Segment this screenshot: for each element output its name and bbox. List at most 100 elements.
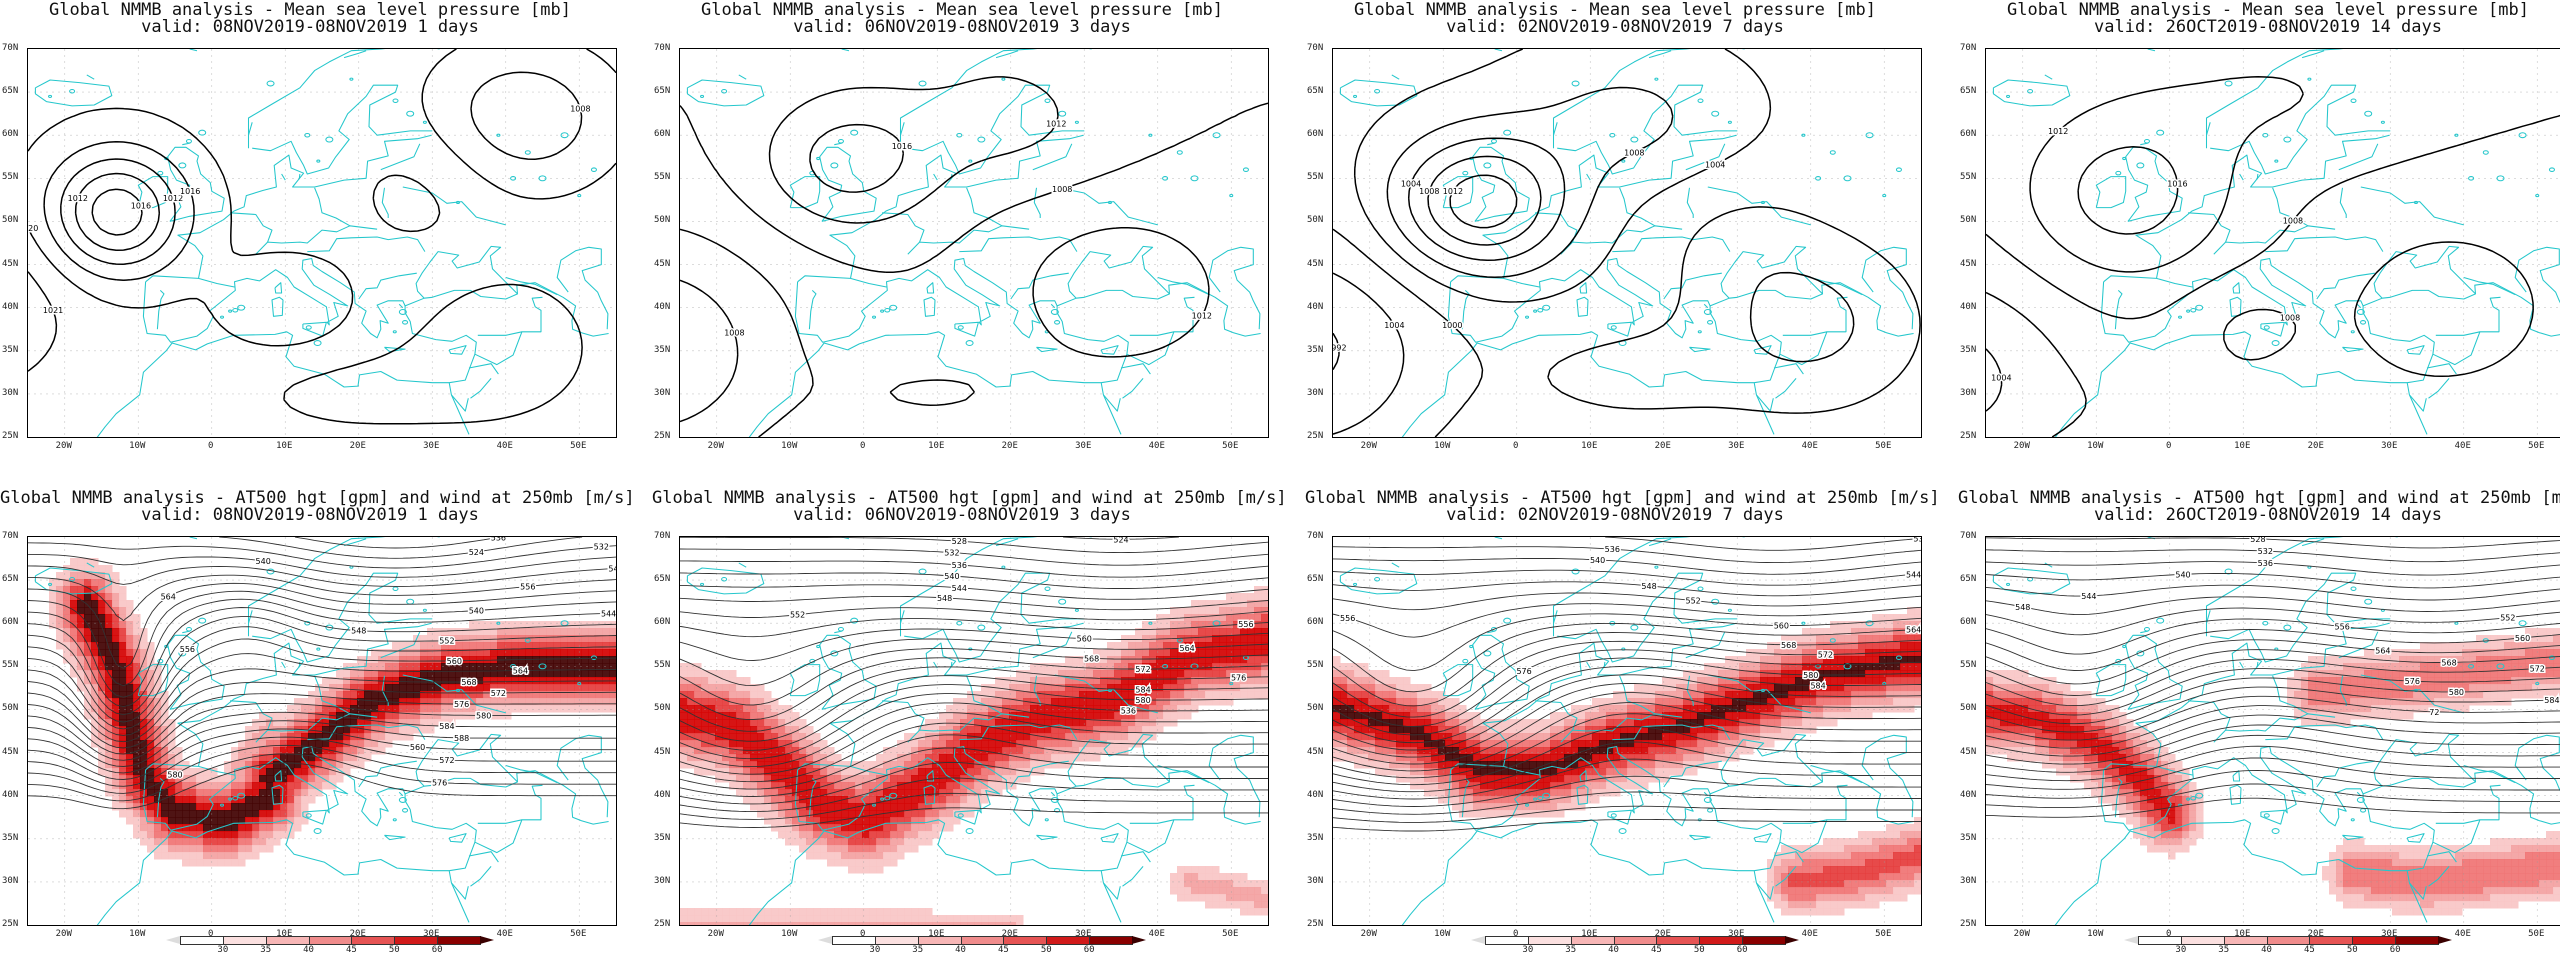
contour-line	[470, 71, 583, 160]
lake-outline	[1609, 132, 1616, 138]
contour-line	[1986, 639, 2560, 685]
contour-line	[28, 653, 616, 736]
colorbar-label: 60	[431, 945, 443, 955]
lake-outline	[510, 176, 517, 181]
coastline	[1401, 305, 1782, 437]
contour-line	[680, 807, 1268, 828]
lon-tick-label: 0	[860, 929, 866, 939]
contour-label: 548	[351, 627, 366, 636]
contour-line	[680, 684, 1268, 751]
coastline	[686, 79, 765, 107]
coastline	[1756, 394, 1774, 412]
contour-line	[1333, 665, 1921, 744]
lake-outline	[577, 682, 582, 686]
lat-tick-label: 40N	[2, 301, 19, 312]
lake-outline	[2364, 110, 2373, 117]
coastline	[748, 793, 1129, 925]
contour-line	[28, 728, 616, 780]
coastline	[189, 49, 198, 52]
contour-label: 556	[1340, 614, 1355, 623]
contour-label: 1008	[1624, 149, 1644, 158]
lake-outline	[2413, 200, 2419, 205]
colorbar-max-arrow	[1132, 936, 1146, 944]
contour-label: 564	[161, 593, 176, 602]
coastline	[1992, 79, 2071, 107]
contour-label: 540	[469, 607, 484, 616]
lake-outline	[977, 136, 986, 143]
coastline	[2256, 661, 2259, 668]
lake-outline	[185, 626, 192, 632]
lake-outline	[1483, 162, 1492, 169]
contour-line	[1333, 592, 1921, 611]
colorbar-label: 30	[2175, 945, 2187, 955]
coastline	[402, 674, 506, 714]
lake-outline	[850, 617, 859, 624]
lake-outline	[1571, 80, 1580, 87]
coastline	[2103, 622, 2390, 771]
coastline	[1810, 764, 1863, 784]
lat-tick-label: 45N	[2, 258, 19, 269]
lake-outline	[1229, 682, 1234, 686]
lake-outline	[1895, 167, 1902, 172]
colorbar-swatch	[1613, 936, 1658, 945]
lake-outline	[313, 828, 322, 834]
lake-outline	[2143, 626, 2150, 632]
coastline	[2316, 760, 2375, 788]
contour-label: 536	[1121, 707, 1136, 716]
colorbar-min-arrow	[1471, 936, 1485, 944]
coastline	[797, 622, 1084, 771]
lat-tick-label: 35N	[1307, 832, 1324, 843]
coastline	[923, 296, 936, 317]
coastline	[167, 146, 225, 222]
coastline	[1036, 834, 1058, 841]
contour-line	[680, 584, 1268, 600]
contour-label: 580	[1135, 696, 1150, 705]
lake-outline	[2274, 159, 2279, 163]
contour-label: 536	[491, 537, 506, 542]
contour-label: 524	[1113, 537, 1128, 544]
coastline	[86, 562, 95, 568]
colorbar-label: 35	[912, 945, 924, 955]
colorbar-label: 30	[1522, 945, 1534, 955]
lake-outline	[1760, 200, 1766, 205]
lake-outline	[2263, 813, 2270, 818]
coastline	[1122, 866, 1144, 887]
coastline	[1447, 245, 1824, 343]
contour-line	[1449, 174, 1518, 229]
coastline	[2360, 186, 2464, 226]
lon-tick-label: 10E	[2234, 441, 2251, 451]
colorbar-label: 35	[2218, 945, 2230, 955]
lon-tick-label: 10W	[1434, 929, 1451, 939]
contour-line	[680, 226, 1210, 437]
coastline	[1557, 84, 1738, 175]
contour-label: 536	[952, 561, 967, 570]
contour-line	[1986, 114, 2560, 320]
lake-outline	[524, 638, 531, 643]
coastline	[2100, 733, 2477, 831]
coastline	[448, 870, 470, 923]
lake-outline	[1229, 194, 1234, 198]
lat-tick-label: 55N	[1960, 660, 1977, 671]
map-valid-range: valid: 08NOV2019-08NOV2019 1 days	[141, 17, 479, 37]
coastline	[2260, 321, 2285, 337]
lake-outline	[198, 129, 207, 136]
lat-tick-label: 45N	[654, 746, 671, 757]
lat-tick-label: 50N	[2, 703, 19, 714]
lake-outline	[2307, 77, 2312, 81]
coastline	[2342, 834, 2364, 841]
mslp-map-panel: Global NMMB analysis - Mean sea level pr…	[652, 0, 1272, 470]
contour-line	[1333, 692, 1921, 765]
contour-line	[1986, 584, 2560, 601]
coastline	[1442, 664, 1474, 697]
lake-outline	[1537, 795, 1544, 801]
lake-outline	[1353, 94, 1358, 98]
lake-outline	[304, 132, 311, 138]
lake-outline	[2380, 120, 2385, 124]
wind-shading	[680, 586, 1268, 925]
contour-line	[28, 626, 616, 723]
coastline	[358, 760, 417, 788]
lake-outline	[1353, 582, 1358, 586]
lat-tick-label: 45N	[1960, 258, 1977, 269]
coastline	[2339, 187, 2347, 218]
lake-outline	[2271, 340, 2280, 346]
